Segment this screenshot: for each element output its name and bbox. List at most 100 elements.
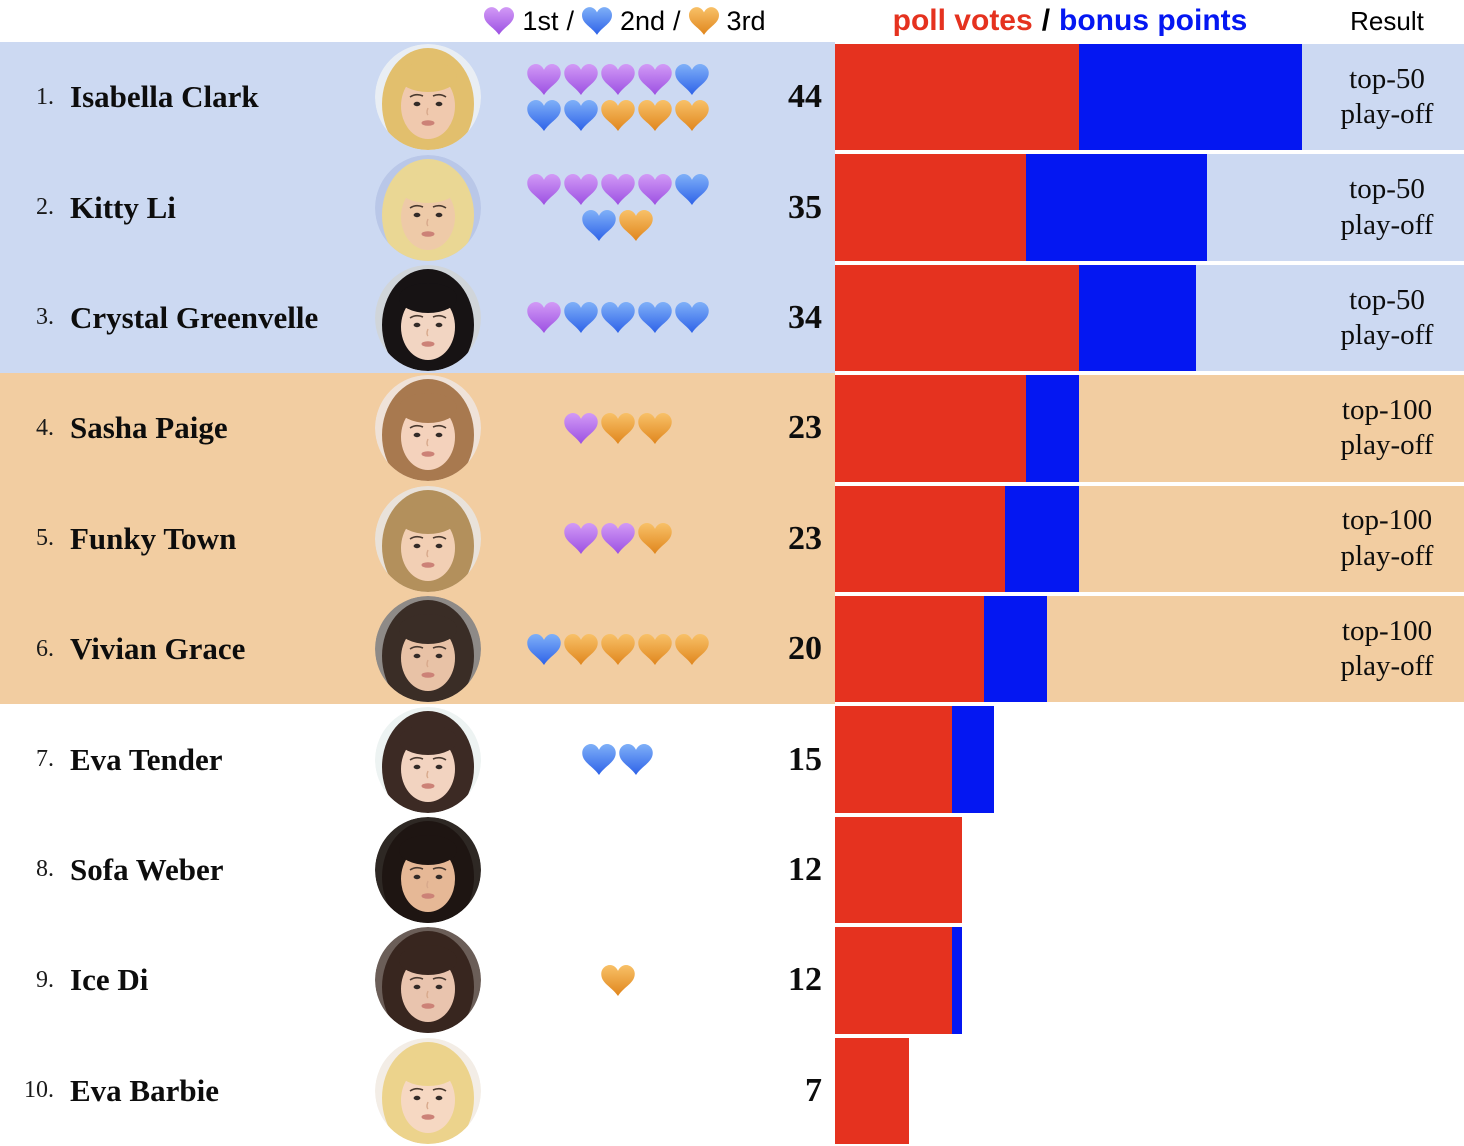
- hearts-awards: [490, 704, 745, 814]
- score-bar-cell: [822, 925, 1464, 1036]
- avatar: [365, 1037, 490, 1144]
- avatar: [365, 485, 490, 592]
- stacked-bar: [835, 152, 1464, 263]
- result-line-2: play-off: [1340, 208, 1434, 241]
- hearts-awards: [490, 373, 745, 483]
- hearts-line: [526, 302, 709, 334]
- result-column-header: Result: [1350, 5, 1424, 36]
- table-row: 1. Isabella Clark 44 top-50 play-o: [0, 42, 1464, 153]
- total-score: 12: [788, 961, 822, 999]
- legend-separator: /: [566, 5, 574, 36]
- orange-heart-icon: [563, 633, 598, 665]
- bonus-points-bar: [983, 595, 1048, 703]
- legend-first-label: 1st: [522, 5, 559, 36]
- rank-number: 5.: [36, 525, 54, 552]
- result-line-1: top-100: [1341, 393, 1433, 426]
- result-text: top-50 play-off: [1310, 263, 1464, 373]
- total-score: 23: [788, 409, 822, 447]
- score-bar-cell: top-100 play-off: [822, 483, 1464, 594]
- rank-number: 10.: [24, 1077, 54, 1104]
- purple-heart-icon: [600, 523, 635, 555]
- orange-heart-icon: [688, 7, 719, 35]
- purple-heart-icon: [563, 523, 598, 555]
- result-text: top-100 play-off: [1310, 594, 1464, 704]
- hearts-line: [582, 210, 653, 242]
- total-score: 44: [788, 78, 822, 116]
- contestant-name: Isabella Clark: [70, 79, 259, 115]
- avatar-photo: [374, 706, 481, 813]
- result-line-2: play-off: [1340, 98, 1434, 131]
- stacked-bar: [835, 704, 1464, 815]
- stacked-bar: [835, 373, 1464, 484]
- table-header: 1st / 2nd / 3rd poll votes / bonus point…: [0, 0, 1464, 42]
- bonus-points-bar: [1026, 375, 1080, 482]
- total-score: 35: [788, 188, 822, 226]
- blue-heart-icon: [526, 633, 561, 665]
- blue-heart-icon: [674, 63, 709, 95]
- contestant-name: Kitty Li: [70, 189, 176, 225]
- table-row: 6. Vivian Grace 20 top-100 play-of: [0, 593, 1464, 705]
- rank-number: 4.: [36, 414, 54, 441]
- hearts-line: [582, 744, 653, 776]
- avatar: [365, 264, 490, 371]
- hearts-line: [600, 964, 635, 996]
- bonus-points-bar: [1026, 154, 1207, 261]
- table-row: 5. Funky Town 23 top-100 play-off: [0, 483, 1464, 594]
- stacked-bar: [835, 42, 1464, 153]
- purple-heart-icon: [563, 63, 598, 95]
- avatar-photo: [374, 154, 481, 261]
- total-score: 12: [788, 850, 822, 888]
- poll-votes-bar: [835, 927, 952, 1034]
- score-bar-cell: top-50 play-off: [822, 152, 1464, 263]
- result-text: top-50 play-off: [1310, 42, 1464, 152]
- purple-heart-icon: [526, 302, 561, 334]
- purple-heart-icon: [526, 174, 561, 206]
- hearts-awards: [490, 152, 745, 262]
- poll-votes-bar: [835, 816, 963, 924]
- rank-number: 8.: [36, 856, 54, 883]
- rank-number: 2.: [36, 194, 54, 221]
- total-score: 23: [788, 519, 822, 557]
- result-line-1: top-100: [1341, 614, 1433, 647]
- blue-heart-icon: [563, 99, 598, 131]
- poll-votes-bar: [835, 706, 952, 813]
- legend-third-label: 3rd: [726, 5, 766, 36]
- orange-heart-icon: [600, 964, 635, 996]
- purple-heart-icon: [526, 63, 561, 95]
- poll-votes-bar: [835, 1037, 910, 1144]
- bonus-points-bar: [1079, 44, 1303, 151]
- avatar-photo: [374, 485, 481, 592]
- orange-heart-icon: [674, 99, 709, 131]
- blue-heart-icon: [674, 174, 709, 206]
- rank-number: 1.: [36, 83, 54, 110]
- blue-heart-icon: [563, 302, 598, 334]
- table-row: 9. Ice Di 12: [0, 925, 1464, 1036]
- purple-heart-icon: [563, 412, 598, 444]
- rank-number: 3.: [36, 304, 54, 331]
- stacked-bar: [835, 925, 1464, 1036]
- blue-heart-icon: [674, 302, 709, 334]
- hearts-line: [526, 99, 709, 131]
- orange-heart-icon: [600, 412, 635, 444]
- poll-votes-bar: [835, 375, 1027, 482]
- contestant-name: Sofa Weber: [70, 851, 224, 887]
- total-score: 20: [788, 630, 822, 668]
- rank-number: 6.: [36, 635, 54, 662]
- bar-legend-separator: /: [1041, 4, 1051, 37]
- avatar: [365, 816, 490, 923]
- purple-heart-icon: [637, 63, 672, 95]
- result-text: top-50 play-off: [1310, 152, 1464, 262]
- stacked-bar: [835, 262, 1464, 374]
- hearts-awards: [490, 263, 745, 373]
- blue-heart-icon: [581, 7, 612, 35]
- poll-votes-bar: [835, 154, 1027, 261]
- table-row: 10. Eva Barbie 7: [0, 1035, 1464, 1146]
- blue-heart-icon: [619, 744, 653, 776]
- avatar: [365, 596, 490, 703]
- avatar-photo: [374, 1037, 481, 1144]
- total-score: 15: [788, 740, 822, 778]
- total-score: 7: [805, 1071, 822, 1109]
- score-bar-cell: [822, 704, 1464, 815]
- table-row: 7. Eva Tender 15: [0, 704, 1464, 815]
- bonus-points-bar: [951, 927, 963, 1034]
